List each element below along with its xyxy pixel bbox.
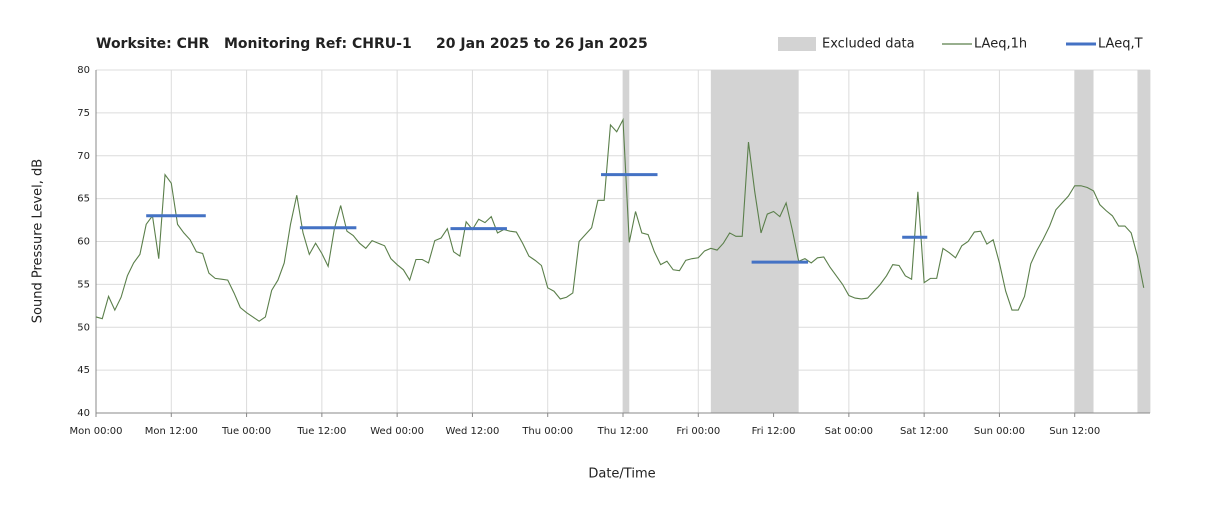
x-tick-label: Thu 12:00 [597,426,649,437]
y-tick-label: 75 [77,108,90,119]
x-tick-label: Sun 12:00 [1049,426,1100,437]
excluded-band [1137,70,1150,413]
x-tick-label: Fri 00:00 [676,426,720,437]
y-tick-label: 50 [77,322,90,333]
x-axis-label: Date/Time [588,467,655,482]
y-tick-label: 65 [77,194,90,205]
y-tick-label: 45 [77,365,90,376]
excluded-band [623,70,630,413]
x-tick-label: Thu 00:00 [521,426,573,437]
excluded-band [1074,70,1094,413]
x-tick-label: Wed 12:00 [446,426,500,437]
legend-label: LAeq,T [1098,37,1143,52]
legend-label: Excluded data [822,37,915,52]
y-tick-label: 70 [77,151,90,162]
x-tick-label: Sat 00:00 [825,426,873,437]
chart-title: Worksite: CHR Monitoring Ref: CHRU-1 20 … [96,36,648,52]
y-tick-label: 40 [77,408,90,419]
data-line [95,117,1145,322]
legend-swatch-excluded [778,37,816,51]
legend-label: LAeq,1h [974,37,1027,52]
x-tick-label: Fri 12:00 [752,426,796,437]
y-tick-label: 55 [77,279,90,290]
excluded-band [710,70,799,413]
x-tick-label: Mon 00:00 [69,426,122,437]
x-tick-label: Mon 12:00 [145,426,198,437]
y-axis-label: Sound Pressure Level, dB [31,159,46,323]
x-tick-label: Sun 00:00 [974,426,1025,437]
y-tick-label: 60 [77,237,90,248]
x-tick-label: Tue 00:00 [221,426,271,437]
x-tick-label: Tue 12:00 [296,426,346,437]
y-tick-label: 80 [77,65,90,76]
x-tick-label: Sat 12:00 [900,426,948,437]
x-tick-label: Wed 00:00 [370,426,424,437]
